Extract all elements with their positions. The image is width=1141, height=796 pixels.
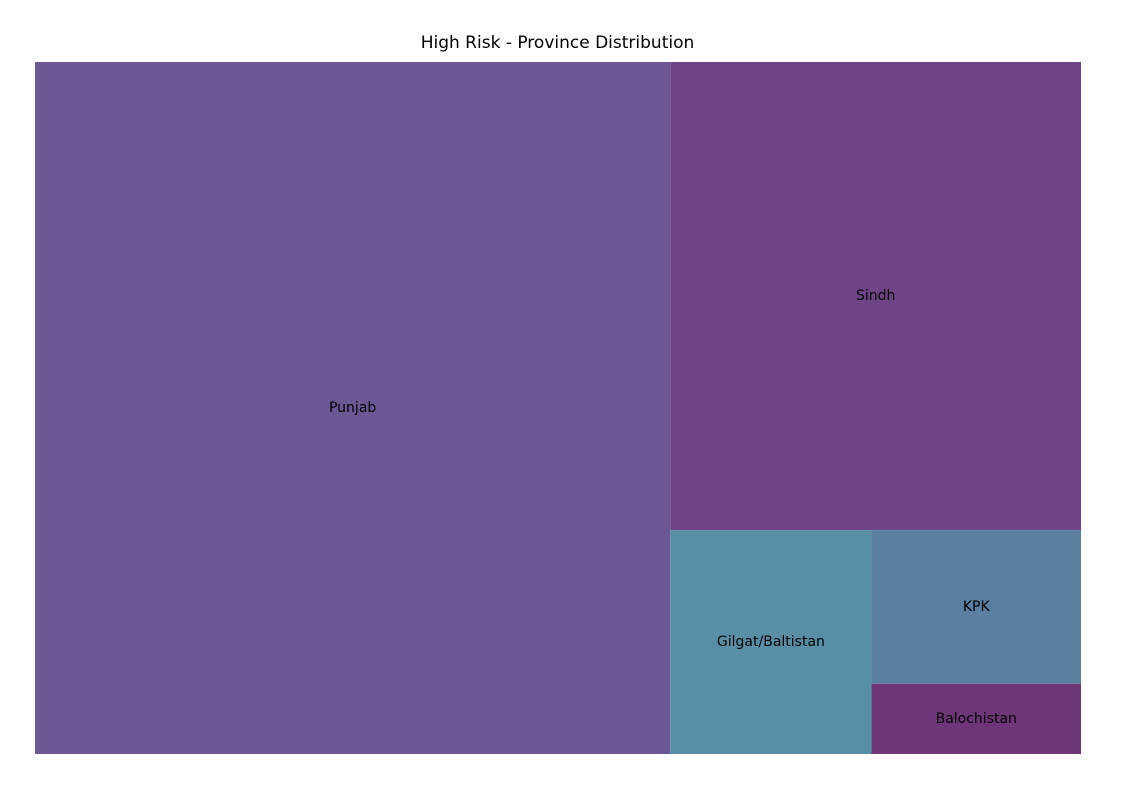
tile-rect-sindh bbox=[670, 62, 1081, 531]
chart-title: High Risk - Province Distribution bbox=[420, 33, 695, 53]
tile-rect-punjab bbox=[35, 62, 671, 754]
tile-rect-kpk bbox=[871, 530, 1081, 684]
tile-balochistan: Balochistan bbox=[871, 683, 1081, 754]
tile-label-kpk: KPK bbox=[963, 599, 991, 615]
tile-kpk: KPK bbox=[871, 530, 1081, 684]
tile-label-gilgat-baltistan: Gilgat/Baltistan bbox=[717, 634, 825, 650]
tile-sindh: Sindh bbox=[670, 62, 1081, 531]
tile-label-balochistan: Balochistan bbox=[936, 711, 1017, 727]
tile-punjab: Punjab bbox=[35, 62, 671, 754]
tile-label-sindh: Sindh bbox=[856, 288, 895, 304]
tile-rect-gilgat-baltistan bbox=[670, 530, 872, 754]
tile-gilgat-baltistan: Gilgat/Baltistan bbox=[670, 530, 872, 754]
tile-label-punjab: Punjab bbox=[329, 400, 376, 416]
tile-rect-balochistan bbox=[871, 683, 1081, 754]
